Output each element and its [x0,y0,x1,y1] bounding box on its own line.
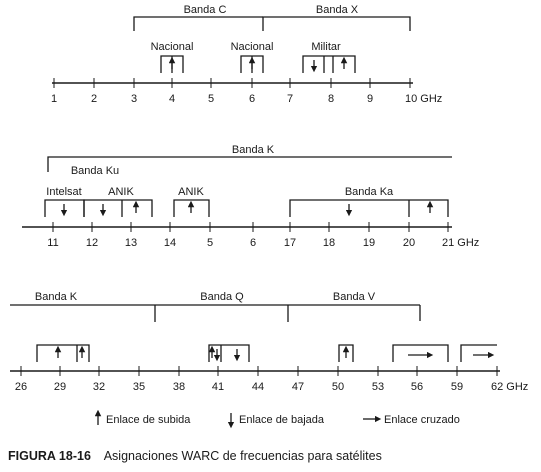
tick-label: 21 GHz [442,237,479,249]
tick-label: 13 [125,237,137,249]
tick-label: 53 [372,381,384,393]
subband-crosslink-1 [392,344,449,362]
tick-label: 3 [131,93,137,105]
subband-k-ka [36,344,90,362]
legend-downlink-label: Enlace de bajada [239,414,325,426]
warc-frequency-diagram: Banda C Banda X Nacional Nacional Milita… [10,4,528,429]
subband-q [208,344,250,362]
tick-label: 44 [252,381,264,393]
tick-label: 59 [451,381,463,393]
figure-caption-text: Asignaciones WARC de frecuencias para sa… [103,449,382,463]
subband-label: ANIK [108,186,134,198]
subband-anik-1: ANIK [83,186,153,217]
subband-label: ANIK [178,186,204,198]
tick-label: 9 [367,93,373,105]
subband-label: Intelsat [46,186,81,198]
band-bracket-banda-k: Banda K [47,144,452,172]
tick-label: 11 [47,237,58,249]
tick-label: 4 [169,93,175,105]
subband-nacional-2: Nacional [231,41,274,73]
band-label-banda-k-2: Banda K [35,291,78,303]
legend-crosslink: Enlace cruzado [363,414,460,426]
legend-crosslink-label: Enlace cruzado [384,414,460,426]
tick-label: 50 [332,381,344,393]
tick-label: 6 [250,237,256,249]
subband-label: Nacional [231,41,274,53]
legend: Enlace de subida Enlace de bajada Enlace… [94,409,460,429]
tick-label: 62 GHz [491,381,528,393]
axis-tick-labels: 1 2 3 4 5 6 7 8 9 10 GHz [51,93,442,105]
tick-label: 29 [54,381,66,393]
tick-label: 47 [292,381,304,393]
subband-crosslink-2 [460,344,497,362]
tick-label: 14 [164,237,176,249]
tick-label: 19 [363,237,375,249]
band-bracket-banda-x: Banda X [262,4,411,31]
tick-label: 41 [212,381,224,393]
axis-tick-labels: 26 29 32 35 38 41 44 47 50 53 56 59 62 G… [15,381,528,393]
band-label-banda-c: Banda C [184,4,227,16]
tick-label: 18 [323,237,335,249]
band-label-banda-q: Banda Q [200,291,244,303]
figure-caption: FIGURA 18-16 Asignaciones WARC de frecue… [8,449,382,463]
tick-label: 2 [91,93,97,105]
tick-label: 17 [284,237,296,249]
row-3: Banda K Banda Q Banda V [10,291,528,393]
band-label-banda-v: Banda V [333,291,376,303]
tick-label: 6 [249,93,255,105]
row-1: Banda C Banda X Nacional Nacional Milita… [51,4,442,105]
tick-label: 12 [86,237,98,249]
subband-label: Militar [311,41,341,53]
axis-ticks [20,366,498,376]
subband-nacional-1: Nacional [151,41,194,73]
tick-label: 10 GHz [405,93,442,105]
tick-label: 26 [15,381,27,393]
tick-label: 1 [51,93,57,105]
tick-label: 56 [411,381,423,393]
tick-label: 5 [208,93,214,105]
axis-tick-labels: 11 12 13 14 5 6 17 18 19 20 21 GHz [47,237,479,249]
band-bracket-banda-ka: Banda Ka [289,186,449,217]
tick-label: 7 [287,93,293,105]
subband-label: Nacional [151,41,194,53]
band-label-banda-x: Banda X [316,4,359,16]
figure-number: FIGURA 18-16 [8,449,91,463]
subband-intelsat: Intelsat [44,186,85,217]
axis-ticks [53,78,411,88]
subband-militar: Militar [302,41,356,73]
band-label-banda-ka: Banda Ka [345,186,394,198]
tick-label: 8 [328,93,334,105]
legend-downlink: Enlace de bajada [227,413,325,429]
band-label-banda-ku: Banda Ku [71,165,119,177]
tick-label: 32 [93,381,105,393]
tick-label: 35 [133,381,145,393]
band-label-banda-k: Banda K [232,144,275,156]
band-bracket-banda-c: Banda C [133,4,263,31]
row-2: Banda K Banda Ku Intelsat ANIK ANIK Band… [22,144,479,249]
legend-uplink-label: Enlace de subida [106,414,191,426]
subband-anik-2: ANIK [173,186,210,217]
tick-label: 38 [173,381,185,393]
subband-v [338,344,354,362]
legend-uplink: Enlace de subida [94,409,191,426]
tick-label: 20 [403,237,415,249]
axis-ticks [52,222,449,232]
tick-label: 5 [207,237,213,249]
